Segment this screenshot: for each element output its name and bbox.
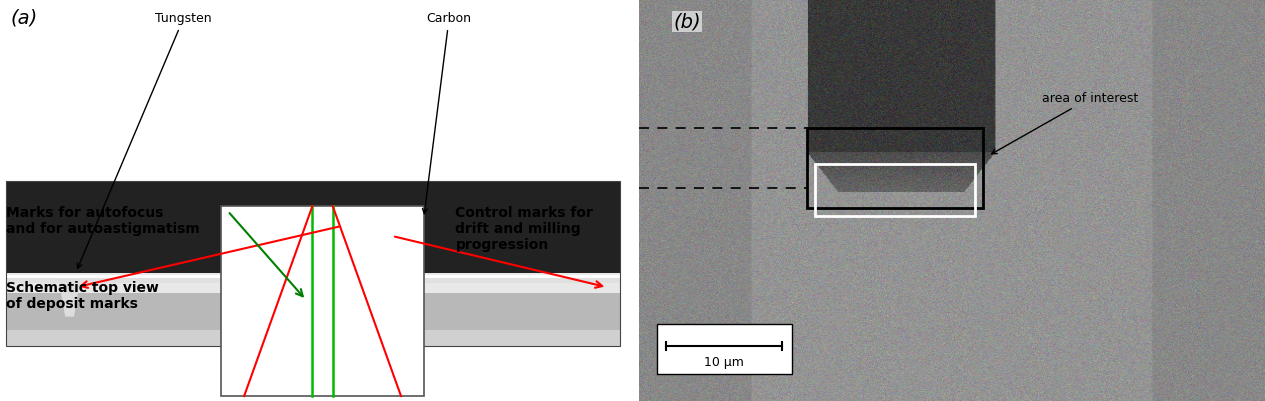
Bar (807, 128, 983, 208)
Bar (6, 278, 620, 282)
Bar (6, 275, 620, 278)
Bar (301, 280, 306, 320)
Bar (6, 276, 620, 284)
Text: Schematic top view
of deposit marks: Schematic top view of deposit marks (6, 281, 159, 311)
Text: 10 μm: 10 μm (705, 356, 744, 369)
Text: Carbon: Carbon (423, 12, 472, 214)
Text: Control marks for
drift and milling
progression: Control marks for drift and milling prog… (455, 206, 593, 252)
Bar (6, 181, 620, 273)
Bar (272, 278, 348, 282)
Bar (6, 293, 620, 346)
Bar (314, 280, 319, 320)
Bar (6, 273, 620, 293)
Text: area of interest: area of interest (992, 91, 1138, 154)
Text: (b): (b) (673, 12, 701, 31)
Bar (6, 181, 620, 346)
Bar (221, 206, 424, 396)
Polygon shape (59, 280, 80, 316)
Text: Marks for autofocus
and for autoastigmatism: Marks for autofocus and for autoastigmat… (6, 206, 200, 236)
Bar (6, 330, 620, 346)
Bar (307, 280, 311, 320)
Text: (a): (a) (10, 8, 38, 27)
Bar (657, 324, 792, 374)
Bar (816, 164, 975, 216)
Text: Tungsten: Tungsten (77, 12, 211, 268)
